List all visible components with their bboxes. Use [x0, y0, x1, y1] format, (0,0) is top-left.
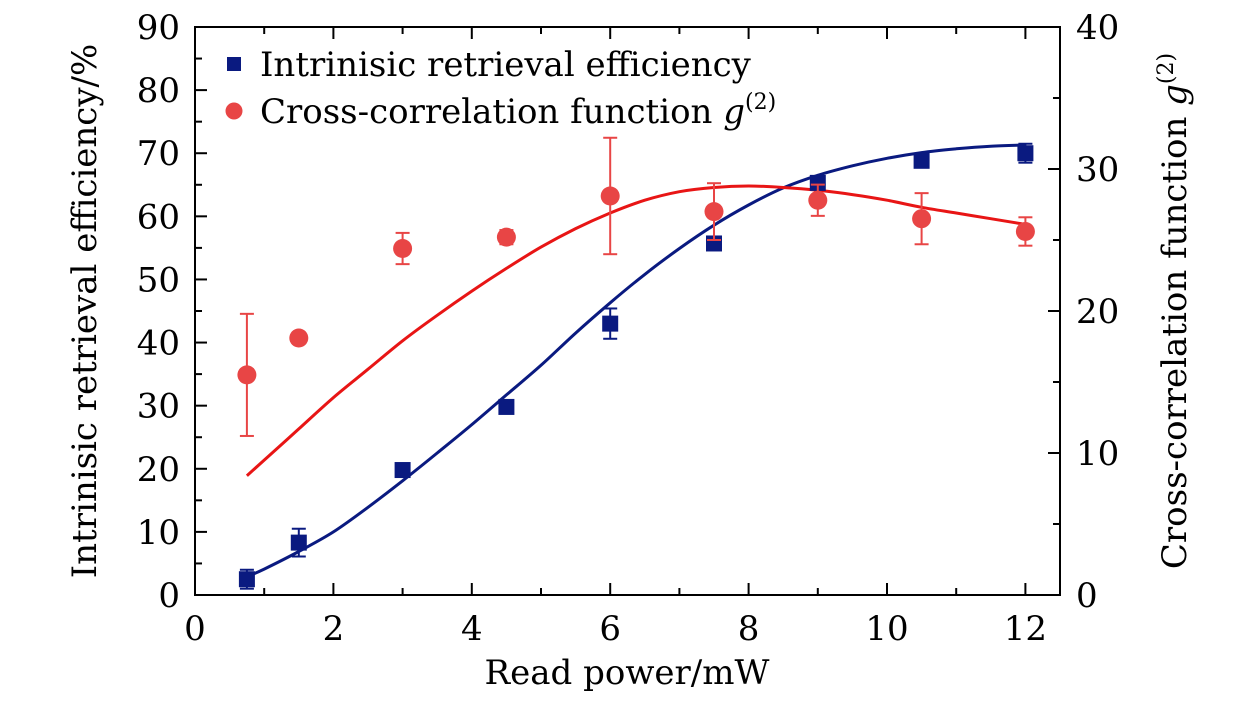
- ticks: 0 2 4 6 8 10 12 0 10 20 30 40 50 60 70 80 90 0 10 20 30 40: [137, 8, 1120, 649]
- correlation-point: [393, 239, 413, 259]
- correlation-point: [289, 328, 309, 348]
- efficiency-point: [602, 315, 619, 332]
- correlation-point: [237, 365, 257, 385]
- x-tick-label: 8: [738, 609, 760, 649]
- y-left-tick-label: 90: [137, 8, 180, 48]
- correlation-point: [704, 202, 724, 222]
- fit-curves: [245, 143, 1026, 579]
- efficiency-point: [809, 174, 826, 191]
- y-left-tick-label: 60: [137, 197, 180, 237]
- y-right-tick-label: 30: [1076, 150, 1119, 190]
- y-right-tick-label: 40: [1076, 8, 1119, 48]
- correlation-point: [496, 227, 516, 247]
- correlation-point: [600, 186, 620, 206]
- x-axis-title: Read power/mW: [485, 653, 770, 693]
- efficiency-point: [394, 462, 411, 479]
- y-right-tick-label: 0: [1076, 576, 1098, 616]
- correlation-point: [808, 190, 828, 210]
- y-left-tick-label: 40: [137, 324, 180, 364]
- x-tick-label: 2: [323, 609, 345, 649]
- data-marks: [237, 136, 1035, 590]
- y-left-tick-label: 80: [137, 71, 180, 111]
- y-right-tick-label: 10: [1076, 434, 1119, 474]
- correlation-point: [1015, 221, 1035, 241]
- efficiency-point: [913, 152, 930, 169]
- legend-marker-efficiency: [227, 57, 241, 71]
- y-right-tick-label: 20: [1076, 292, 1119, 332]
- y-left-axis-title: Intrinisic retrieval efficiency/%: [65, 44, 105, 579]
- y-right-axis-title-main: Cross-correlation function: [1155, 106, 1195, 569]
- y-right-axis-title: Cross-correlation function g(2): [1154, 53, 1195, 569]
- y-right-axis-title-var: g: [1155, 84, 1195, 106]
- y-left-tick-label: 20: [137, 450, 180, 490]
- legend-label-efficiency: Intrinisic retrieval efficiency: [260, 45, 752, 85]
- legend: Intrinisic retrieval efficiency Cross-co…: [225, 45, 776, 132]
- y-left-tick-label: 70: [137, 134, 180, 174]
- y-left-tick-label: 10: [137, 513, 180, 553]
- efficiency-point: [1017, 145, 1034, 162]
- y-right-axis-title-sup: (2): [1154, 53, 1179, 84]
- efficiency-fit-line: [246, 143, 1026, 579]
- efficiency-point: [238, 571, 255, 588]
- x-tick-label: 10: [865, 609, 908, 649]
- x-tick-label: 12: [1004, 609, 1047, 649]
- y-left-tick-label: 30: [137, 387, 180, 427]
- correlation-fit-line: [245, 184, 1026, 477]
- x-tick-label: 4: [461, 609, 483, 649]
- legend-label-correlation-sup: (2): [745, 90, 776, 115]
- legend-marker-correlation: [225, 102, 243, 120]
- legend-label-correlation: Cross-correlation function g(2): [260, 90, 776, 132]
- legend-label-correlation-main: Cross-correlation function: [260, 92, 723, 132]
- efficiency-point: [290, 534, 307, 551]
- x-tick-label: 6: [599, 609, 621, 649]
- y-left-tick-label: 0: [158, 576, 180, 616]
- legend-label-correlation-var: g: [723, 92, 745, 132]
- efficiency-point: [498, 398, 515, 415]
- y-left-tick-label: 50: [137, 260, 180, 300]
- x-tick-label: 0: [184, 609, 206, 649]
- correlation-point: [912, 209, 932, 229]
